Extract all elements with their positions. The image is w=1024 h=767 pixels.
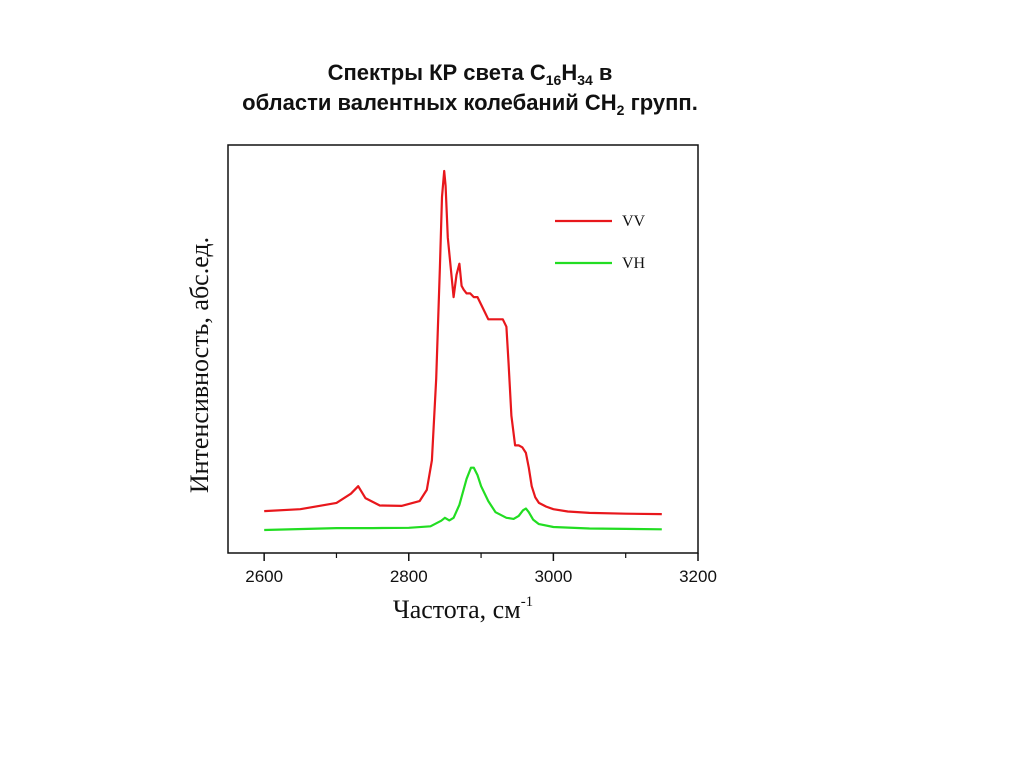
y-axis-label: Интенсивность, абс.ед. [185,237,214,493]
x-tick-label: 3200 [679,567,717,586]
plot-frame [227,144,699,554]
legend: VV VH [555,213,646,272]
chart-title-line-2: области валентных колебаний CH2 групп. [0,88,940,118]
title-text: Спектры КР света C [327,60,546,85]
chart-title-line-1: Спектры КР света C16H34 в [0,58,940,88]
title-subscript: 34 [577,72,593,88]
chart-title: Спектры КР света C16H34 в области валент… [0,58,940,118]
series-layer [264,169,662,532]
series-line-vh [264,466,662,532]
title-text: области валентных колебаний CH [242,90,617,115]
series-line-vv [264,169,662,516]
title-text: H [561,60,578,85]
title-subscript: 16 [545,72,562,88]
x-tick-label: 2800 [390,567,428,586]
x-tick-label: 2600 [245,567,283,586]
title-text: групп. [624,90,698,115]
axis-ticks: 2600 2800 3000 3200 [245,553,717,586]
title-subscript: 2 [616,102,625,118]
title-text: в [592,60,613,85]
legend-label-vh: VH [622,255,646,272]
x-axis-label: Частота, см-1 [393,594,533,624]
x-tick-label: 3000 [534,567,572,586]
legend-label-vv: VV [622,213,646,230]
